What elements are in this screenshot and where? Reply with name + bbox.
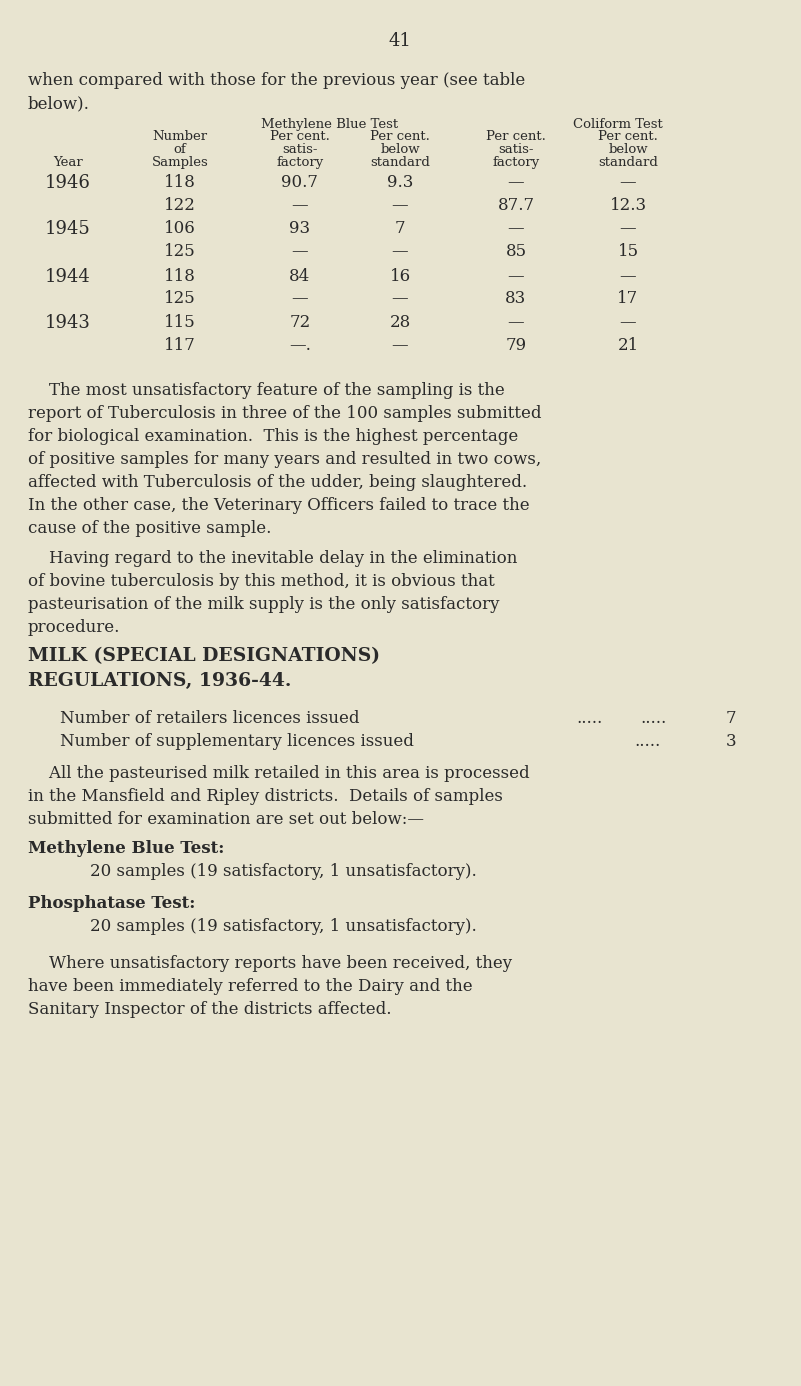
Text: 3: 3: [726, 733, 737, 750]
Text: report of Tuberculosis in three of the 100 samples submitted: report of Tuberculosis in three of the 1…: [28, 405, 541, 421]
Text: 118: 118: [164, 267, 196, 286]
Text: below: below: [608, 143, 648, 157]
Text: 85: 85: [505, 243, 526, 261]
Text: —: —: [292, 290, 308, 308]
Text: 28: 28: [389, 315, 411, 331]
Text: 1946: 1946: [45, 175, 91, 193]
Text: REGULATIONS, 1936-44.: REGULATIONS, 1936-44.: [28, 672, 292, 690]
Text: factory: factory: [493, 157, 540, 169]
Text: Methylene Blue Test: Methylene Blue Test: [261, 118, 399, 132]
Text: for biological examination.  This is the highest percentage: for biological examination. This is the …: [28, 428, 518, 445]
Text: —: —: [508, 220, 525, 237]
Text: 21: 21: [618, 337, 638, 353]
Text: —: —: [392, 290, 409, 308]
Text: 84: 84: [289, 267, 311, 286]
Text: —: —: [392, 337, 409, 353]
Text: have been immediately referred to the Dairy and the: have been immediately referred to the Da…: [28, 979, 473, 995]
Text: .....: .....: [634, 733, 660, 750]
Text: 79: 79: [505, 337, 526, 353]
Text: satis-: satis-: [282, 143, 318, 157]
Text: In the other case, the Veterinary Officers failed to trace the: In the other case, the Veterinary Office…: [28, 498, 529, 514]
Text: below).: below).: [28, 96, 90, 112]
Text: 87.7: 87.7: [497, 197, 534, 213]
Text: 125: 125: [164, 290, 196, 308]
Text: standard: standard: [370, 157, 430, 169]
Text: 106: 106: [164, 220, 196, 237]
Text: MILK (SPECIAL DESIGNATIONS): MILK (SPECIAL DESIGNATIONS): [28, 647, 380, 665]
Text: 20 samples (19 satisfactory, 1 unsatisfactory).: 20 samples (19 satisfactory, 1 unsatisfa…: [90, 918, 477, 936]
Text: of bovine tuberculosis by this method, it is obvious that: of bovine tuberculosis by this method, i…: [28, 572, 495, 590]
Text: —: —: [392, 197, 409, 213]
Text: —: —: [292, 243, 308, 261]
Text: The most unsatisfactory feature of the sampling is the: The most unsatisfactory feature of the s…: [28, 383, 505, 399]
Text: Per cent.: Per cent.: [270, 130, 330, 143]
Text: 125: 125: [164, 243, 196, 261]
Text: Per cent.: Per cent.: [370, 130, 430, 143]
Text: 9.3: 9.3: [387, 175, 413, 191]
Text: 41: 41: [388, 32, 412, 50]
Text: Per cent.: Per cent.: [598, 130, 658, 143]
Text: Number of retailers licences issued: Number of retailers licences issued: [60, 710, 360, 728]
Text: 7: 7: [726, 710, 737, 728]
Text: —: —: [508, 267, 525, 286]
Text: Year: Year: [53, 157, 83, 169]
Text: Samples: Samples: [151, 157, 208, 169]
Text: 72: 72: [289, 315, 311, 331]
Text: in the Mansfield and Ripley districts.  Details of samples: in the Mansfield and Ripley districts. D…: [28, 789, 503, 805]
Text: affected with Tuberculosis of the udder, being slaughtered.: affected with Tuberculosis of the udder,…: [28, 474, 527, 491]
Text: —: —: [508, 315, 525, 331]
Text: 15: 15: [618, 243, 638, 261]
Text: submitted for examination are set out below:—: submitted for examination are set out be…: [28, 811, 424, 827]
Text: Per cent.: Per cent.: [486, 130, 546, 143]
Text: Methylene Blue Test:: Methylene Blue Test:: [28, 840, 224, 857]
Text: 1944: 1944: [45, 267, 91, 286]
Text: factory: factory: [276, 157, 324, 169]
Text: —: —: [620, 175, 636, 191]
Text: when compared with those for the previous year (see table: when compared with those for the previou…: [28, 72, 525, 89]
Text: —: —: [392, 243, 409, 261]
Text: 16: 16: [389, 267, 411, 286]
Text: Having regard to the inevitable delay in the elimination: Having regard to the inevitable delay in…: [28, 550, 517, 567]
Text: 83: 83: [505, 290, 526, 308]
Text: Phosphatase Test:: Phosphatase Test:: [28, 895, 195, 912]
Text: .....: .....: [576, 710, 602, 728]
Text: 117: 117: [164, 337, 196, 353]
Text: —: —: [620, 220, 636, 237]
Text: —: —: [292, 197, 308, 213]
Text: 93: 93: [289, 220, 311, 237]
Text: 1943: 1943: [45, 315, 91, 333]
Text: Sanitary Inspector of the districts affected.: Sanitary Inspector of the districts affe…: [28, 1001, 392, 1017]
Text: —: —: [620, 315, 636, 331]
Text: 1945: 1945: [45, 220, 91, 238]
Text: below: below: [380, 143, 420, 157]
Text: 20 samples (19 satisfactory, 1 unsatisfactory).: 20 samples (19 satisfactory, 1 unsatisfa…: [90, 863, 477, 880]
Text: 17: 17: [618, 290, 638, 308]
Text: Number: Number: [152, 130, 207, 143]
Text: All the pasteurised milk retailed in this area is processed: All the pasteurised milk retailed in thi…: [28, 765, 529, 782]
Text: standard: standard: [598, 157, 658, 169]
Text: procedure.: procedure.: [28, 620, 120, 636]
Text: 118: 118: [164, 175, 196, 191]
Text: —.: —.: [289, 337, 311, 353]
Text: cause of the positive sample.: cause of the positive sample.: [28, 520, 272, 536]
Text: Where unsatisfactory reports have been received, they: Where unsatisfactory reports have been r…: [28, 955, 512, 972]
Text: .....: .....: [640, 710, 666, 728]
Text: 122: 122: [164, 197, 196, 213]
Text: pasteurisation of the milk supply is the only satisfactory: pasteurisation of the milk supply is the…: [28, 596, 500, 613]
Text: 90.7: 90.7: [281, 175, 319, 191]
Text: —: —: [508, 175, 525, 191]
Text: —: —: [620, 267, 636, 286]
Text: satis-: satis-: [498, 143, 533, 157]
Text: 115: 115: [164, 315, 196, 331]
Text: Number of supplementary licences issued: Number of supplementary licences issued: [60, 733, 414, 750]
Text: of: of: [174, 143, 187, 157]
Text: Coliform Test: Coliform Test: [574, 118, 663, 132]
Text: 12.3: 12.3: [610, 197, 646, 213]
Text: of positive samples for many years and resulted in two cows,: of positive samples for many years and r…: [28, 450, 541, 468]
Text: 7: 7: [395, 220, 405, 237]
